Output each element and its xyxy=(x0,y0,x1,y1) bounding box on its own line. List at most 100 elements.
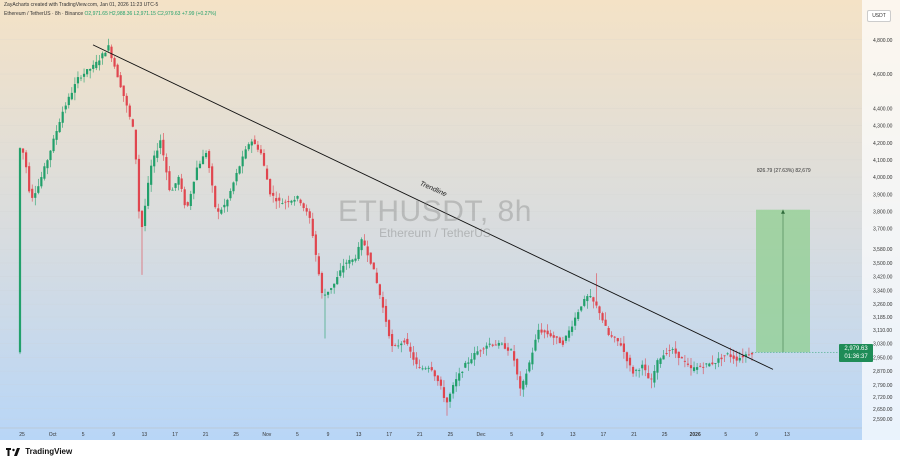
candle[interactable] xyxy=(537,323,540,343)
candle[interactable] xyxy=(644,358,647,377)
candle[interactable] xyxy=(430,361,433,372)
candle[interactable] xyxy=(229,188,232,201)
candle[interactable] xyxy=(281,198,284,205)
candle[interactable] xyxy=(67,93,70,109)
candle[interactable] xyxy=(622,336,625,359)
candle[interactable] xyxy=(296,195,299,202)
candle[interactable] xyxy=(583,295,586,308)
candle[interactable] xyxy=(711,355,714,366)
candle[interactable] xyxy=(46,159,49,175)
candle[interactable] xyxy=(433,369,436,381)
candle[interactable] xyxy=(82,68,86,83)
candle[interactable] xyxy=(689,358,693,376)
candle[interactable] xyxy=(247,142,250,152)
candle[interactable] xyxy=(494,339,497,346)
candle[interactable] xyxy=(424,366,427,371)
candle[interactable] xyxy=(671,347,674,354)
candle[interactable] xyxy=(70,87,73,101)
candle[interactable] xyxy=(333,283,336,294)
candle[interactable] xyxy=(104,52,107,57)
candle[interactable] xyxy=(64,102,67,114)
candle[interactable] xyxy=(174,183,177,191)
candle[interactable] xyxy=(674,341,677,359)
candle[interactable] xyxy=(418,359,421,369)
candle[interactable] xyxy=(293,196,296,206)
candle[interactable] xyxy=(628,354,632,372)
candle[interactable] xyxy=(549,329,552,338)
candle[interactable] xyxy=(287,195,290,208)
candle[interactable] xyxy=(482,346,485,355)
candle[interactable] xyxy=(299,198,302,206)
candle[interactable] xyxy=(311,212,314,239)
candle[interactable] xyxy=(543,329,546,339)
candle[interactable] xyxy=(473,346,476,366)
candle[interactable] xyxy=(253,135,256,145)
candle[interactable] xyxy=(479,349,482,358)
candle[interactable] xyxy=(305,204,308,216)
candle[interactable] xyxy=(577,309,580,321)
candle[interactable] xyxy=(580,306,583,313)
candle[interactable] xyxy=(735,350,738,367)
candle[interactable] xyxy=(375,267,378,284)
candle[interactable] xyxy=(696,362,699,375)
candle[interactable] xyxy=(55,125,58,145)
candle[interactable] xyxy=(122,85,125,102)
candle[interactable] xyxy=(528,360,531,373)
candle[interactable] xyxy=(610,331,613,339)
candle[interactable] xyxy=(458,367,461,387)
candles-layer[interactable] xyxy=(18,38,754,416)
candle[interactable] xyxy=(345,259,348,270)
candle[interactable] xyxy=(101,51,104,65)
candle[interactable] xyxy=(686,357,690,367)
candle[interactable] xyxy=(250,138,253,153)
candle[interactable] xyxy=(708,362,711,367)
candle[interactable] xyxy=(534,334,537,352)
candle[interactable] xyxy=(183,186,186,209)
candle[interactable] xyxy=(668,344,671,358)
candle[interactable] xyxy=(531,347,534,370)
candle[interactable] xyxy=(125,93,128,113)
candle[interactable] xyxy=(58,118,61,133)
candle[interactable] xyxy=(665,347,668,356)
candle[interactable] xyxy=(147,175,150,210)
candle[interactable] xyxy=(656,358,659,380)
candle[interactable] xyxy=(747,347,751,357)
candle[interactable] xyxy=(150,159,153,192)
candle[interactable] xyxy=(406,333,409,346)
candle[interactable] xyxy=(397,339,400,349)
candle[interactable] xyxy=(488,337,491,348)
candle[interactable] xyxy=(119,72,122,89)
candle[interactable] xyxy=(140,209,144,275)
candle[interactable] xyxy=(131,118,134,128)
candle[interactable] xyxy=(217,203,220,220)
candle[interactable] xyxy=(638,368,641,378)
candle[interactable] xyxy=(519,371,522,396)
candle[interactable] xyxy=(647,365,650,379)
candle[interactable] xyxy=(61,106,64,128)
candle[interactable] xyxy=(269,178,272,197)
candle[interactable] xyxy=(705,363,708,368)
candle[interactable] xyxy=(692,361,696,373)
candle[interactable] xyxy=(204,150,208,159)
candle[interactable] xyxy=(211,163,214,193)
candle[interactable] xyxy=(598,305,601,320)
candle[interactable] xyxy=(360,237,363,256)
candle[interactable] xyxy=(265,165,269,180)
candle[interactable] xyxy=(558,336,561,344)
candle[interactable] xyxy=(189,190,192,210)
tradingview-logo[interactable]: TradingView xyxy=(6,447,72,456)
candle[interactable] xyxy=(220,207,223,215)
candle[interactable] xyxy=(308,208,311,224)
candle[interactable] xyxy=(387,319,391,339)
candle[interactable] xyxy=(244,145,247,160)
candle[interactable] xyxy=(732,349,735,364)
candle[interactable] xyxy=(500,341,503,346)
candle[interactable] xyxy=(214,185,217,209)
candle[interactable] xyxy=(25,150,28,174)
candle[interactable] xyxy=(49,150,52,168)
candle[interactable] xyxy=(516,358,519,381)
candle[interactable] xyxy=(354,254,357,263)
candle[interactable] xyxy=(226,198,229,212)
candle[interactable] xyxy=(439,376,442,390)
candle[interactable] xyxy=(607,326,610,337)
